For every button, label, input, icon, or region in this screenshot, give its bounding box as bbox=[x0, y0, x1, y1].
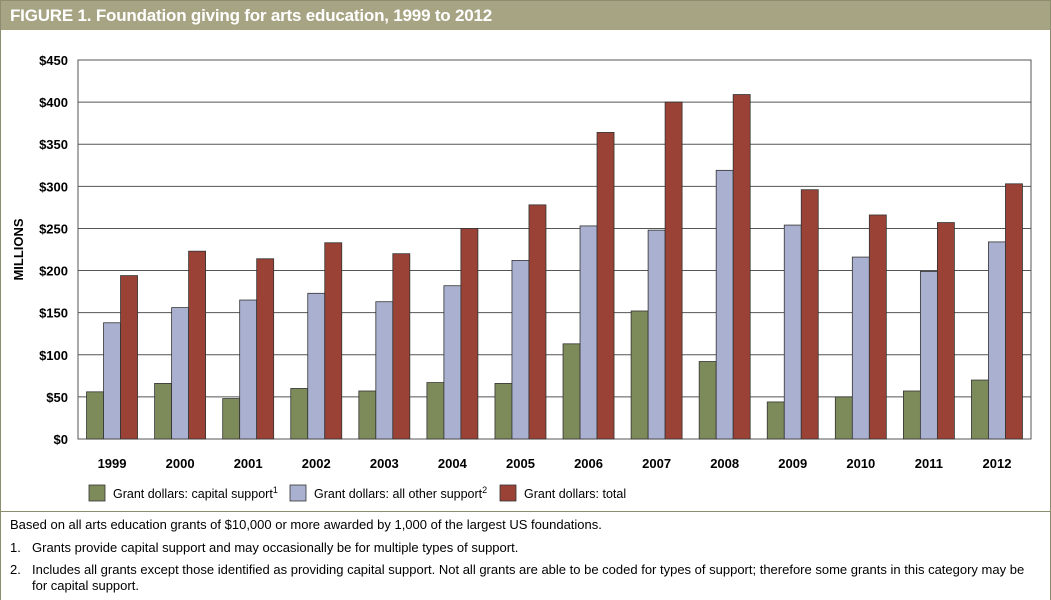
footnote-2-number: 2. bbox=[10, 562, 21, 577]
y-tick-label: $250 bbox=[39, 221, 68, 236]
y-tick-label: $200 bbox=[39, 264, 68, 279]
bar bbox=[375, 301, 394, 440]
bar bbox=[188, 250, 207, 440]
bar bbox=[256, 258, 275, 440]
legend-label: Grant dollars: all other support2 bbox=[314, 485, 487, 501]
bar bbox=[868, 214, 887, 440]
bar bbox=[222, 398, 241, 440]
bar-chart: $0 $50 $100 $150 $200 $250 $300 $350 $400 $450 MIL… bbox=[11, 53, 1032, 502]
legend-swatch bbox=[289, 484, 307, 502]
y-tick-label: $100 bbox=[39, 348, 68, 363]
x-tick-label: 2003 bbox=[370, 456, 399, 471]
bar bbox=[324, 242, 343, 440]
note-basis: Based on all arts education grants of $1… bbox=[10, 517, 602, 532]
bar bbox=[528, 204, 547, 440]
bar bbox=[783, 224, 802, 440]
bar bbox=[834, 396, 853, 440]
bar bbox=[902, 390, 921, 440]
bar bbox=[919, 270, 938, 440]
x-tick-label: 2004 bbox=[438, 456, 468, 471]
footnote-2-text: Includes all grants except those identif… bbox=[32, 562, 1025, 593]
x-tick-label: 2011 bbox=[915, 456, 943, 471]
bar bbox=[460, 228, 479, 440]
x-tick-label: 2012 bbox=[983, 456, 1012, 471]
legend-label: Grant dollars: total bbox=[524, 487, 626, 501]
bar bbox=[647, 229, 666, 440]
y-axis-label: MILLIONS bbox=[11, 218, 26, 280]
bar bbox=[988, 241, 1006, 440]
figure-title: FIGURE 1. Foundation giving for arts edu… bbox=[1, 1, 1050, 30]
bar bbox=[732, 94, 751, 440]
x-tick-label: 2005 bbox=[506, 456, 535, 471]
bar bbox=[239, 299, 258, 440]
x-tick-label: 2001 bbox=[234, 456, 263, 471]
footnote-1-number: 1. bbox=[10, 540, 21, 555]
bar bbox=[664, 101, 683, 440]
bar bbox=[562, 343, 581, 440]
bar bbox=[800, 189, 819, 440]
bar bbox=[307, 292, 326, 440]
bar bbox=[392, 253, 411, 440]
y-tick-label: $300 bbox=[39, 179, 68, 194]
y-tick-label: $0 bbox=[54, 432, 68, 447]
chart-area: $0 $50 $100 $150 $200 $250 $300 $350 $400 $450 MIL… bbox=[1, 30, 1050, 511]
bar bbox=[971, 379, 989, 440]
y-tick-label: $150 bbox=[39, 306, 68, 321]
x-tick-label: 1999 bbox=[98, 456, 127, 471]
bar bbox=[766, 401, 785, 440]
x-tick-label: 2006 bbox=[574, 456, 603, 471]
bar bbox=[426, 382, 445, 440]
x-tick-label: 2002 bbox=[302, 456, 331, 471]
bar bbox=[698, 361, 717, 440]
legend-label: Grant dollars: capital support1 bbox=[113, 485, 278, 501]
legend-swatch bbox=[499, 484, 517, 502]
bar bbox=[1005, 183, 1023, 440]
x-tick-label: 2009 bbox=[778, 456, 807, 471]
x-tick-label: 2008 bbox=[710, 456, 739, 471]
y-tick-label: $350 bbox=[39, 137, 68, 152]
legend-swatch bbox=[88, 484, 106, 502]
bar bbox=[494, 383, 513, 440]
bar bbox=[596, 132, 615, 440]
notes-section: Based on all arts education grants of $1… bbox=[1, 511, 1050, 600]
bar bbox=[443, 285, 462, 440]
bar bbox=[630, 310, 649, 440]
bar bbox=[579, 225, 598, 440]
y-tick-label: $400 bbox=[39, 95, 68, 110]
bar bbox=[851, 256, 870, 440]
bar bbox=[511, 260, 530, 440]
y-tick-label: $50 bbox=[46, 390, 68, 405]
bar bbox=[171, 307, 190, 440]
bar bbox=[715, 169, 734, 440]
footnote-1-text: Grants provide capital support and may o… bbox=[32, 540, 519, 555]
plot-area bbox=[77, 59, 1032, 440]
y-tick-label: $450 bbox=[39, 53, 68, 68]
bar bbox=[86, 391, 104, 440]
bar bbox=[358, 390, 377, 440]
x-tick-label: 2007 bbox=[642, 456, 671, 471]
bar bbox=[154, 383, 173, 440]
bar bbox=[120, 275, 138, 440]
bar bbox=[103, 322, 121, 440]
x-tick-label: 2000 bbox=[166, 456, 195, 471]
bar bbox=[936, 222, 955, 440]
bar bbox=[290, 388, 309, 440]
x-tick-label: 2010 bbox=[846, 456, 875, 471]
